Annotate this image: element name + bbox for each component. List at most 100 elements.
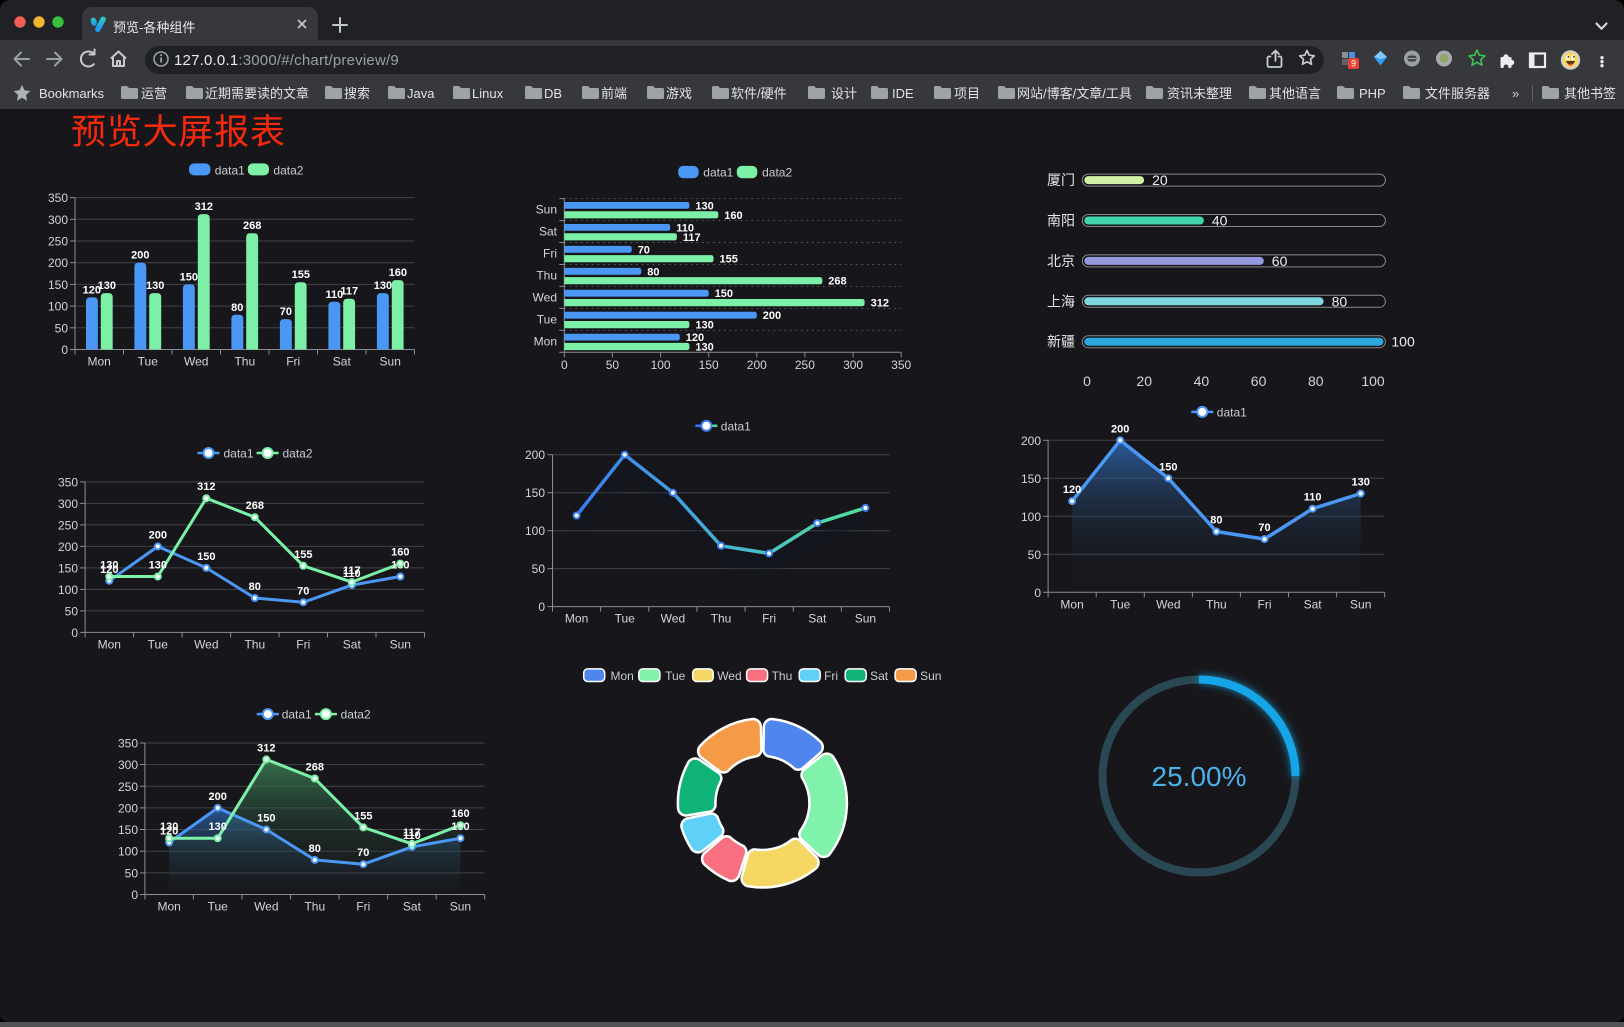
svg-text:Fri: Fri: [824, 669, 838, 683]
svg-text:Mon: Mon: [534, 334, 557, 348]
svg-text:117: 117: [343, 565, 361, 577]
svg-text:100: 100: [48, 300, 68, 314]
svg-text:Fri: Fri: [1258, 598, 1272, 612]
svg-text:项目: 项目: [954, 86, 980, 101]
svg-text:130: 130: [149, 560, 167, 572]
svg-text:0: 0: [1083, 373, 1091, 389]
svg-text:0: 0: [61, 343, 68, 357]
svg-text:130: 130: [146, 280, 164, 292]
svg-text:150: 150: [715, 288, 733, 300]
svg-text:Mon: Mon: [88, 355, 111, 369]
svg-text:200: 200: [118, 801, 138, 815]
svg-text:Tue: Tue: [1110, 598, 1131, 612]
svg-text:120: 120: [1063, 484, 1081, 496]
svg-text:Fri: Fri: [356, 900, 370, 914]
svg-text:200: 200: [525, 448, 545, 462]
svg-text:Wed: Wed: [717, 669, 741, 683]
svg-text:80: 80: [231, 302, 243, 314]
svg-text:130: 130: [1352, 477, 1370, 489]
svg-text:0: 0: [538, 600, 545, 614]
svg-text:Tue: Tue: [148, 638, 169, 652]
svg-text:100: 100: [651, 358, 671, 372]
svg-text:Wed: Wed: [194, 638, 218, 652]
svg-text:其他语言: 其他语言: [1269, 86, 1321, 101]
svg-text:130: 130: [100, 560, 118, 572]
svg-text:150: 150: [699, 358, 719, 372]
svg-text:Wed: Wed: [1156, 598, 1180, 612]
svg-text:Sat: Sat: [808, 612, 827, 626]
svg-text:40: 40: [1194, 373, 1210, 389]
svg-text:Sat: Sat: [870, 669, 889, 683]
svg-text:data1: data1: [282, 708, 312, 722]
svg-text:268: 268: [306, 762, 324, 774]
svg-text:200: 200: [747, 358, 767, 372]
svg-text:data2: data2: [273, 164, 303, 178]
svg-text:data2: data2: [341, 708, 371, 722]
svg-text:70: 70: [357, 847, 369, 859]
svg-text:Mon: Mon: [1060, 598, 1083, 612]
svg-text:350: 350: [118, 737, 138, 751]
svg-text:Wed: Wed: [254, 900, 278, 914]
svg-text:Sun: Sun: [450, 900, 471, 914]
svg-text:Wed: Wed: [661, 612, 685, 626]
svg-text:Thu: Thu: [772, 669, 793, 683]
svg-text:Thu: Thu: [711, 612, 732, 626]
svg-text:Mon: Mon: [98, 638, 121, 652]
svg-text:100: 100: [1391, 334, 1415, 350]
svg-text:Tue: Tue: [615, 612, 636, 626]
svg-text:110: 110: [403, 830, 421, 842]
svg-text:data2: data2: [283, 447, 313, 461]
svg-text:前端: 前端: [601, 86, 627, 101]
svg-text:80: 80: [647, 266, 659, 278]
svg-text:200: 200: [58, 540, 78, 554]
svg-text:data2: data2: [762, 166, 792, 180]
svg-text:268: 268: [243, 220, 261, 232]
svg-text:117: 117: [683, 232, 701, 244]
svg-text:上海: 上海: [1047, 293, 1075, 309]
svg-text:100: 100: [1021, 510, 1041, 524]
svg-text:IDE: IDE: [892, 86, 914, 101]
svg-text:50: 50: [125, 866, 139, 880]
svg-text:200: 200: [1021, 434, 1041, 448]
svg-text:200: 200: [48, 256, 68, 270]
svg-text:100: 100: [1361, 373, 1385, 389]
svg-text:Fri: Fri: [286, 355, 300, 369]
svg-text:268: 268: [246, 500, 264, 512]
svg-text:厦门: 厦门: [1047, 172, 1075, 188]
svg-text:Sat: Sat: [343, 638, 362, 652]
svg-text:50: 50: [65, 604, 79, 618]
svg-text:Sun: Sun: [536, 203, 557, 217]
svg-text:50: 50: [532, 562, 546, 576]
svg-text:»: »: [1512, 86, 1519, 101]
svg-text:100: 100: [58, 583, 78, 597]
svg-text:150: 150: [180, 271, 198, 283]
svg-text:150: 150: [118, 823, 138, 837]
svg-text:Bookmarks: Bookmarks: [39, 86, 105, 101]
svg-text:50: 50: [55, 321, 69, 335]
svg-text:100: 100: [118, 845, 138, 859]
svg-text:120: 120: [160, 826, 178, 838]
svg-text:150: 150: [58, 561, 78, 575]
svg-text:Fri: Fri: [762, 612, 776, 626]
svg-text:120: 120: [100, 564, 118, 576]
svg-text:130: 130: [374, 280, 392, 292]
svg-text:data1: data1: [1217, 405, 1247, 419]
svg-text:130: 130: [160, 821, 178, 833]
svg-text:80: 80: [309, 843, 321, 855]
svg-text:110: 110: [1304, 492, 1322, 504]
svg-text:20: 20: [1152, 172, 1168, 188]
svg-text:data1: data1: [215, 164, 245, 178]
svg-text:200: 200: [209, 791, 227, 803]
svg-text:120: 120: [83, 284, 101, 296]
svg-text:Thu: Thu: [244, 638, 265, 652]
svg-text:70: 70: [638, 244, 650, 256]
svg-text:Sat: Sat: [333, 355, 352, 369]
svg-text:150: 150: [1159, 461, 1177, 473]
svg-text:50: 50: [1028, 548, 1042, 562]
svg-text:250: 250: [48, 235, 68, 249]
svg-text:60: 60: [1251, 373, 1267, 389]
svg-text:南阳: 南阳: [1047, 213, 1075, 229]
svg-text:Sun: Sun: [380, 355, 401, 369]
svg-text:250: 250: [118, 780, 138, 794]
svg-text:130: 130: [98, 280, 116, 292]
